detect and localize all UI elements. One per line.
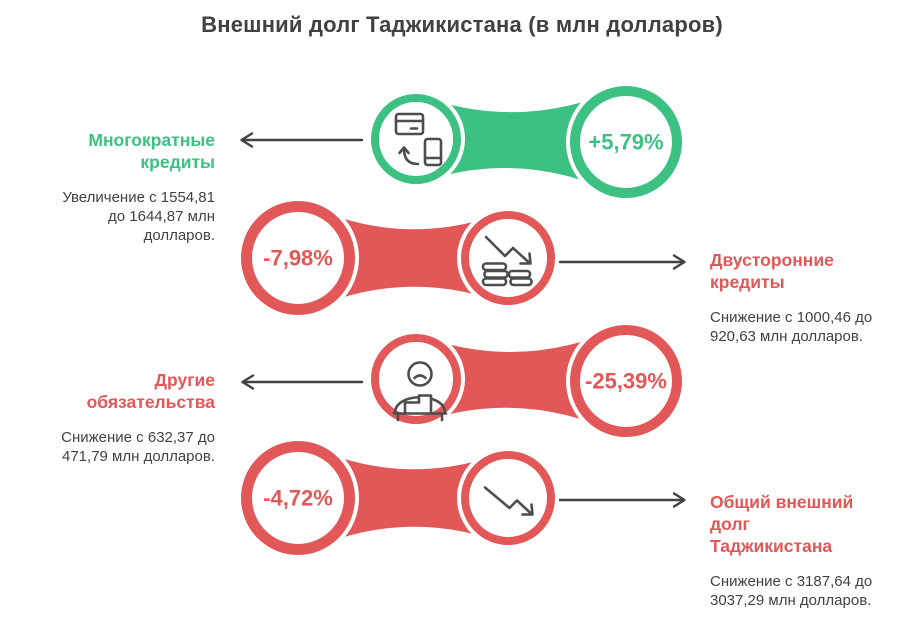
arrowhead-icon — [241, 374, 255, 390]
arrowhead-icon — [672, 492, 686, 508]
percent-value: -25,39% — [585, 369, 667, 394]
row-total-external-debt: -4,72% — [237, 437, 686, 559]
label-block-other-obligations: Другие обязательства Снижение с 632,37 д… — [25, 369, 215, 466]
row-label: Двусторонние кредиты — [710, 250, 834, 292]
icon-circle — [461, 451, 555, 545]
card-phone-transfer-icon — [394, 112, 443, 167]
row-label: Многократные кредиты — [88, 130, 215, 172]
row-other-obligations: -25,39% — [241, 321, 686, 441]
percent-value: -4,72% — [263, 486, 333, 511]
label-block-bilateral: Двусторонние кредиты Снижение с 1000,46 … — [710, 249, 900, 346]
percent-value: -7,98% — [263, 246, 333, 271]
downtrend-arrow-icon — [483, 486, 534, 516]
money-decline-icon — [481, 235, 533, 287]
percent-circle — [570, 86, 682, 198]
row-description: Снижение с 1000,46 до 920,63 млн долларо… — [710, 309, 873, 345]
row-bilateral-credits: -7,98% — [237, 197, 686, 319]
row-description: Снижение с 632,37 до 471,79 млн долларов… — [61, 429, 215, 465]
row-description: Снижение с 3187,64 до 3037,29 млн доллар… — [710, 573, 873, 609]
icon-circle — [371, 94, 461, 184]
percent-circle — [241, 201, 355, 315]
page-title: Внешний долг Таджикистана (в млн долларо… — [201, 12, 723, 37]
arrowhead-icon — [240, 132, 254, 148]
row-multilateral-credits: +5,79% — [240, 82, 686, 202]
row-description: Увеличение с 1554,81 до 1644,87 млн долл… — [62, 189, 215, 244]
arrowhead-icon — [672, 254, 686, 270]
icon-circle — [461, 211, 555, 305]
percent-circle — [570, 325, 682, 437]
label-block-total-debt: Общий внешний долг Таджикистана Снижение… — [710, 491, 900, 610]
row-label: Общий внешний долг Таджикистана — [710, 492, 854, 556]
row-label: Другие обязательства — [86, 370, 215, 412]
percent-value: +5,79% — [588, 130, 663, 155]
sad-person-desk-icon — [392, 361, 448, 422]
label-block-multilateral: Многократные кредиты Увеличение с 1554,8… — [25, 129, 215, 245]
percent-circle — [241, 441, 355, 555]
